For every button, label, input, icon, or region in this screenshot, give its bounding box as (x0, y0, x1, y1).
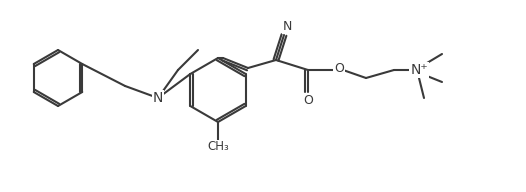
Text: O: O (303, 94, 313, 108)
Text: N: N (282, 21, 292, 33)
Text: N: N (153, 91, 163, 105)
Text: CH₃: CH₃ (207, 141, 229, 153)
Text: N⁺: N⁺ (410, 63, 428, 77)
Text: O: O (334, 61, 344, 74)
